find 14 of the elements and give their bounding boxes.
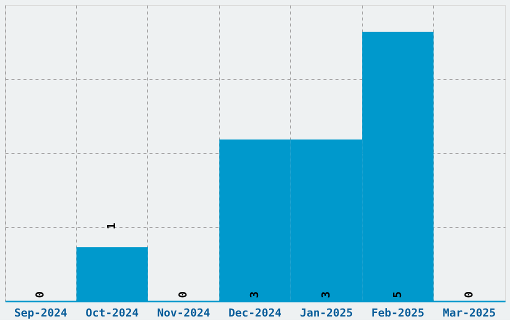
data-label: 1 bbox=[105, 222, 118, 230]
x-tick-label: Mar-2025 bbox=[442, 306, 496, 320]
x-tick-label: Feb-2025 bbox=[371, 306, 424, 320]
x-tick-label: Dec-2024 bbox=[228, 306, 282, 320]
data-label: 0 bbox=[176, 291, 190, 298]
x-tick-label: Sep-2024 bbox=[14, 306, 68, 320]
x-tick-label: Jan-2025 bbox=[300, 306, 353, 320]
data-label: 0 bbox=[462, 291, 476, 298]
data-label: 3 bbox=[319, 291, 332, 298]
data-label: 0 bbox=[34, 291, 47, 298]
x-tick-label: Oct-2024 bbox=[86, 306, 140, 320]
data-label: 5 bbox=[390, 291, 404, 298]
x-tick-label: Nov-2024 bbox=[157, 306, 210, 320]
data-label: 3 bbox=[248, 291, 261, 298]
